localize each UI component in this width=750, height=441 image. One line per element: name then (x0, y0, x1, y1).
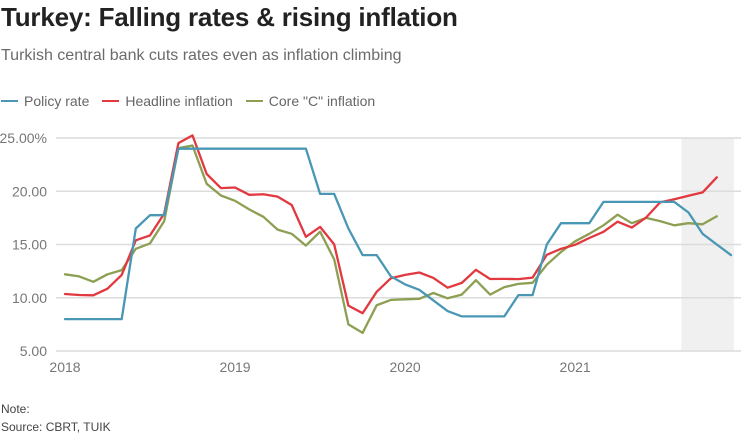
y-tick-label: 20.00 (12, 183, 47, 199)
y-tick-label: 10.00 (12, 290, 47, 306)
y-tick-label: 15.00 (12, 237, 47, 253)
x-tick-label: 2020 (390, 359, 421, 375)
chart-note: Note: (1, 402, 30, 416)
x-tick-label: 2018 (49, 359, 80, 375)
legend-item-core-inflation: Core "C" inflation (245, 93, 376, 109)
legend-item-headline-inflation: Headline inflation (102, 93, 233, 109)
x-tick-label: 2021 (560, 359, 591, 375)
y-tick-label: 25.00% (0, 130, 47, 146)
legend-label-headline-inflation: Headline inflation (125, 93, 233, 109)
chart-legend: Policy rate Headline inflation Core "C" … (1, 93, 388, 109)
legend-label-core-inflation: Core "C" inflation (268, 93, 376, 109)
legend-label-policy-rate: Policy rate (24, 93, 90, 109)
legend-swatch-core-inflation (245, 100, 263, 102)
chart-subtitle: Turkish central bank cuts rates even as … (1, 47, 402, 64)
chart-source: Source: CBRT, TUIK (1, 420, 111, 434)
chart-title: Turkey: Falling rates & rising inflation (1, 2, 458, 32)
legend-swatch-headline-inflation (102, 100, 120, 102)
y-tick-label: 5.00 (20, 343, 47, 359)
legend-swatch-policy-rate (1, 100, 18, 102)
core-inflation-line (63, 144, 718, 335)
x-tick-label: 2019 (219, 359, 250, 375)
policy-rate-line (63, 147, 733, 321)
legend-item-policy-rate: Policy rate (1, 93, 89, 109)
